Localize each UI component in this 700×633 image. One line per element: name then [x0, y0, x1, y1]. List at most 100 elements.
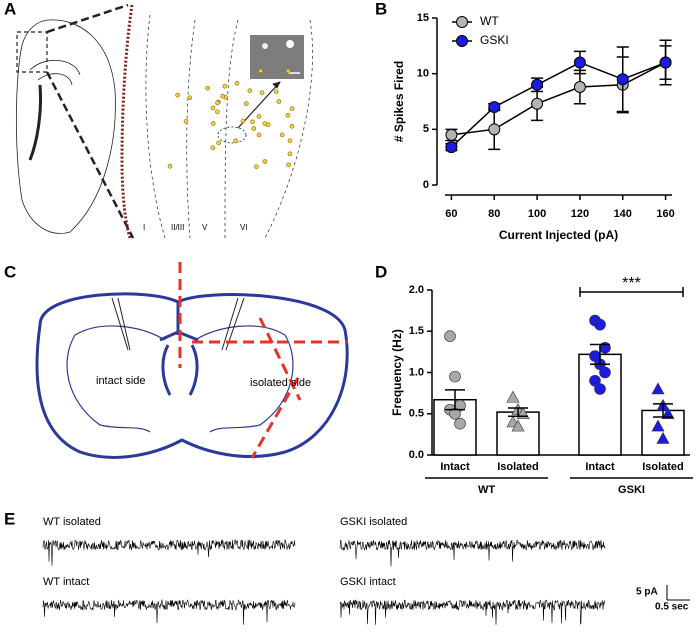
cell-dot [259, 90, 265, 95]
x-tick-label: Intact [585, 461, 615, 473]
layer-boundary [186, 19, 196, 239]
brain-structure [28, 84, 42, 161]
side-label: intact side [96, 375, 146, 387]
bar [433, 398, 477, 456]
cell-dot [240, 118, 246, 124]
trace [339, 539, 606, 567]
cut-lines [178, 262, 348, 459]
point [531, 78, 544, 91]
y-tick-label: 15 [417, 12, 429, 24]
y-tick-label: 2.0 [409, 284, 424, 296]
point [531, 97, 544, 110]
cell-dot [279, 132, 285, 138]
cell-dot [285, 113, 291, 118]
panel-label: D [375, 262, 387, 281]
cell-dot [289, 106, 295, 111]
error-bar [508, 407, 528, 417]
point [449, 370, 461, 383]
cell-circle [217, 126, 247, 144]
cell-dot [175, 92, 180, 98]
cell-dot [220, 93, 226, 99]
hemisphere-inner [66, 325, 166, 433]
x-tick-label: 60 [445, 208, 457, 220]
side-label: isolated side [250, 377, 311, 389]
point [651, 382, 665, 395]
point [488, 123, 501, 136]
trace [42, 539, 296, 566]
hemisphere-inner [194, 325, 294, 433]
cell-dot [258, 68, 264, 74]
scale-label: 0.5 sec [655, 602, 689, 613]
error-bar [445, 389, 465, 411]
point [659, 56, 672, 69]
inset-cell [286, 40, 294, 48]
cell-dot [183, 119, 189, 124]
x-tick-label: Isolated [497, 461, 539, 473]
brain-structure [29, 59, 81, 86]
point [573, 81, 586, 94]
legend-label: WT [480, 14, 499, 28]
panel-c [35, 262, 349, 459]
y-tick-label: 0.5 [409, 408, 424, 420]
cell-dot [233, 138, 238, 144]
y-axis-label: Frequency (Hz) [390, 329, 404, 416]
cell-dot [262, 159, 268, 164]
midline-structure [159, 302, 199, 396]
layer-label: II/III [171, 223, 184, 232]
y-tick-label: 1.0 [409, 366, 424, 378]
x-tick-label: Intact [440, 461, 470, 473]
arrowhead [272, 81, 281, 89]
electrode [111, 297, 131, 351]
layer-label: I [143, 223, 145, 232]
legend-marker [456, 16, 468, 28]
cell-dot [256, 114, 262, 119]
bar [496, 411, 540, 456]
point [506, 390, 520, 403]
cell-dot [273, 89, 279, 94]
point [616, 73, 629, 86]
point [445, 141, 458, 154]
cell-dot [254, 164, 259, 169]
trace-label: GSKI intact [340, 576, 396, 588]
y-tick-label: 1.5 [409, 325, 424, 337]
layer-boundary [145, 14, 166, 239]
y-tick-label: 10 [417, 68, 429, 80]
cell-dot [250, 119, 255, 125]
cell-dot [287, 151, 293, 157]
point [445, 128, 458, 141]
scale-label: 5 pA [636, 587, 658, 598]
cell-dot [215, 100, 220, 106]
y-axis-label: # Spikes Fired [392, 61, 406, 142]
cell-dot [286, 162, 291, 168]
point [599, 366, 611, 379]
group-label: GSKI [618, 484, 645, 496]
cell-dot [222, 83, 228, 89]
x-tick-label: 140 [614, 208, 632, 220]
significance-bracket [579, 287, 684, 297]
cell-dot [210, 145, 216, 151]
cell-dots [167, 68, 295, 169]
panel-a [15, 3, 313, 239]
panel-label: A [4, 0, 16, 18]
series-line [450, 61, 666, 148]
trace-label: WT intact [43, 576, 89, 588]
series-line [451, 61, 666, 136]
point [594, 383, 606, 395]
pia-boundary [120, 4, 134, 239]
error-bar [590, 343, 610, 365]
slice-outline [35, 292, 349, 459]
y-tick-label: 0 [423, 179, 429, 191]
brain-outline [15, 19, 116, 234]
zoom-box [16, 31, 48, 73]
cell-dot [285, 68, 291, 74]
point [444, 330, 456, 343]
layer-label: VI [240, 223, 248, 232]
trace [42, 598, 296, 625]
y-tick-label: 0.0 [409, 449, 424, 461]
traces [42, 539, 606, 625]
cell-dot [234, 80, 240, 86]
cell-dot [247, 88, 253, 93]
legend-marker [456, 35, 468, 47]
point [454, 417, 466, 430]
